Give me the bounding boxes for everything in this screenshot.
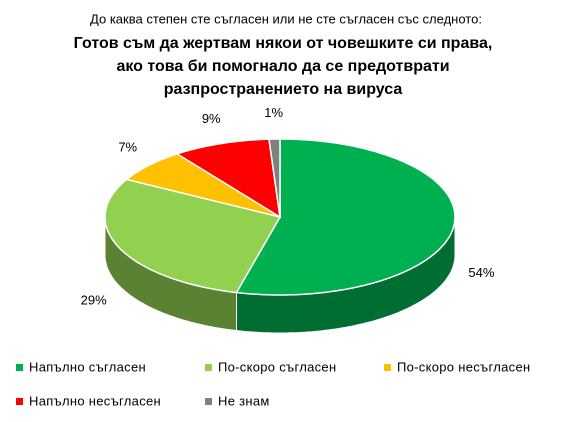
legend-swatch bbox=[16, 398, 23, 405]
slice bbox=[235, 138, 456, 296]
data-label: 7% bbox=[118, 139, 137, 154]
slice bbox=[124, 153, 281, 218]
slice bbox=[268, 138, 281, 218]
legend-label: По-скоро съгласен bbox=[218, 359, 336, 374]
legend-swatch bbox=[205, 364, 212, 371]
chart-title: ако това би помогнало да се предотврати bbox=[116, 58, 449, 75]
slice bbox=[175, 138, 281, 219]
slice bbox=[104, 178, 282, 294]
legend-label: Напълно несъгласен bbox=[29, 393, 161, 408]
legend-swatch bbox=[16, 364, 23, 371]
chart-subtitle: До каква степен сте съгласен или не сте … bbox=[90, 11, 482, 26]
legend-swatch bbox=[384, 364, 391, 371]
legend-label: По-скоро несъгласен bbox=[397, 359, 530, 374]
data-label: 54% bbox=[468, 265, 494, 280]
data-label: 1% bbox=[264, 105, 283, 120]
legend-label: Не знам bbox=[218, 393, 270, 408]
data-label: 29% bbox=[81, 293, 107, 308]
chart-title: разпространението на вируса bbox=[164, 81, 403, 98]
data-label: 9% bbox=[202, 111, 221, 126]
legend-label: Напълно съгласен bbox=[29, 359, 146, 374]
legend-swatch bbox=[205, 398, 212, 405]
chart-title: Готов съм да жертвам някои от човешките … bbox=[74, 35, 493, 52]
